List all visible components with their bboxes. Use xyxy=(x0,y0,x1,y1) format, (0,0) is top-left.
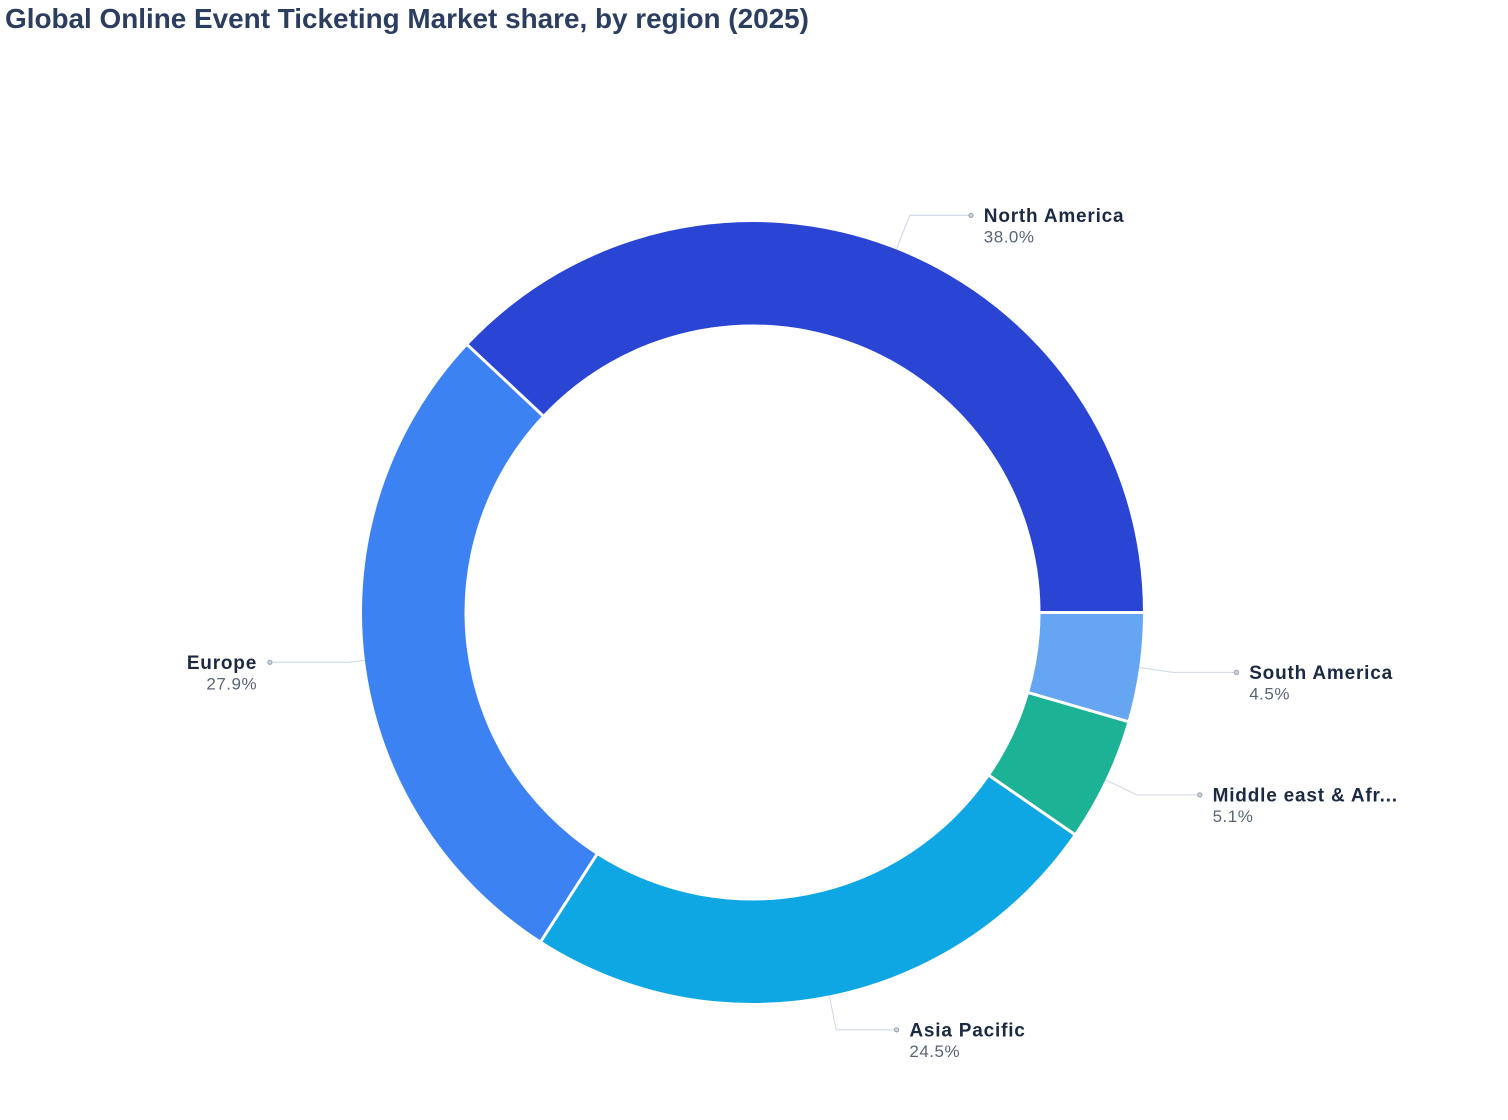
svg-text:27.9%: 27.9% xyxy=(206,675,257,694)
svg-text:South America: South America xyxy=(1249,663,1393,684)
svg-text:Global Online Event Ticketing: Global Online Event Ticketing Market sha… xyxy=(5,3,809,34)
svg-text:24.5%: 24.5% xyxy=(909,1042,960,1061)
svg-text:5.1%: 5.1% xyxy=(1213,807,1254,826)
svg-text:Asia Pacific: Asia Pacific xyxy=(909,1021,1025,1042)
svg-text:Europe: Europe xyxy=(187,653,257,674)
svg-text:Middle east & Afr...: Middle east & Afr... xyxy=(1213,786,1398,807)
svg-text:4.5%: 4.5% xyxy=(1249,685,1290,704)
svg-text:38.0%: 38.0% xyxy=(984,228,1035,247)
svg-text:North America: North America xyxy=(984,206,1125,227)
